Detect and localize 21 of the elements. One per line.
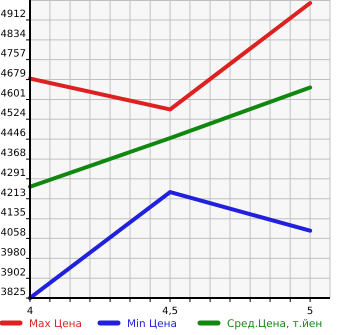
y-tick-label: 4912 [0,8,26,20]
y-tick-label: 4213 [0,188,26,199]
x-tick-label: 4 [26,306,34,317]
y-tick-label: 4446 [0,128,26,140]
x-tick-label: 4,5 [162,306,178,317]
y-tick-label: 3825 [0,287,26,298]
legend-label: Сред.Цена, т.йен [227,318,322,330]
y-tick-label: 3980 [0,247,26,258]
legend-label: Min Цена [127,318,177,330]
y-tick-label: 4291 [0,168,26,179]
x-tick-label: 5 [306,306,314,317]
y-tick-label: 4601 [0,88,26,100]
y-tick-label: 4058 [0,227,26,238]
y-tick-label: 3902 [0,267,26,278]
y-tick-label: 4757 [0,48,26,60]
y-tick-label: 4679 [0,68,26,80]
y-tick-label: 4834 [0,28,26,40]
y-tick-label: 4524 [0,108,26,120]
legend-label: Max Цена [29,318,82,330]
y-tick-label: 4368 [0,148,26,160]
y-tick-label: 4135 [0,208,26,219]
